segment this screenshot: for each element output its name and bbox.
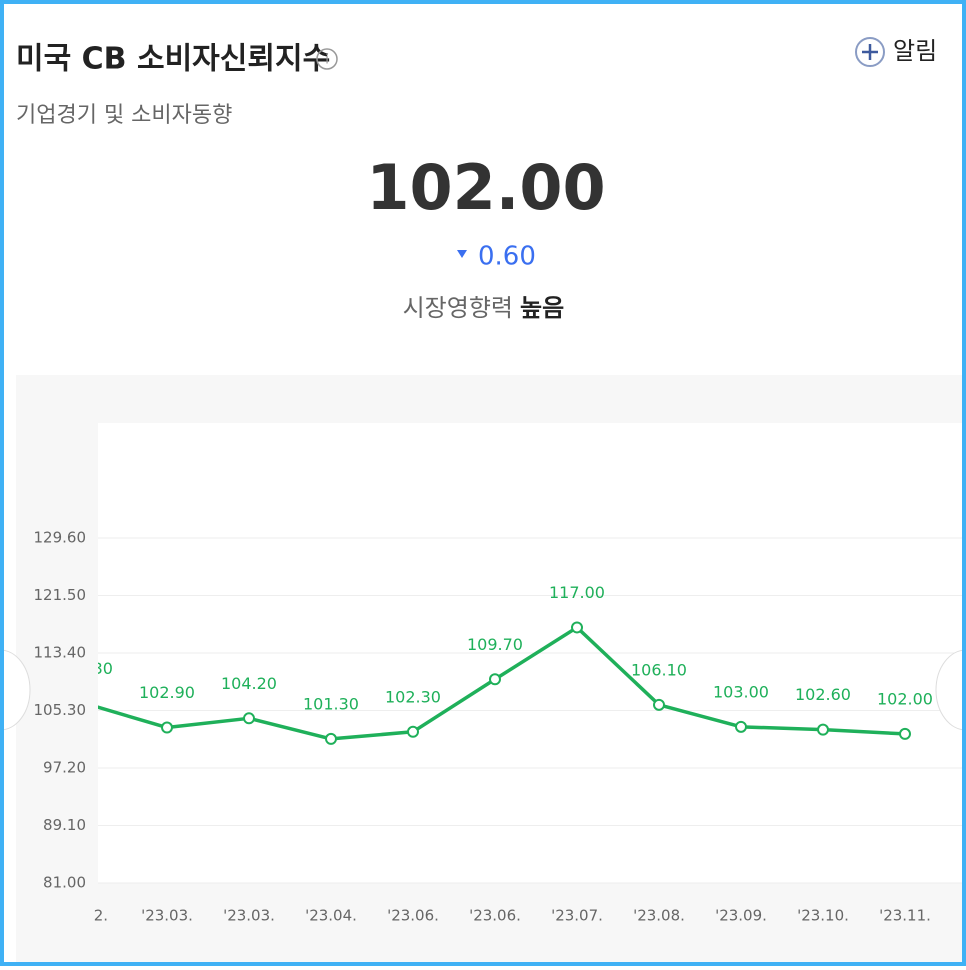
- point: [489, 673, 501, 686]
- data-label: 102.90: [139, 683, 195, 702]
- alert-icon[interactable]: [855, 37, 885, 67]
- chart: 81.00 89.10 97.20 105.30 113.40 121.50 129.60 1…: [34, 529, 962, 925]
- change-value: 0.60: [478, 242, 536, 272]
- x-tick-label: '23.07.: [551, 907, 603, 925]
- data-label: 102.00: [877, 689, 933, 708]
- x-tick-label: '23.11.: [879, 907, 931, 925]
- alert-button[interactable]: 알림: [893, 37, 937, 65]
- current-value: 102.00: [366, 151, 605, 224]
- x-tick-label: '23.06.: [469, 907, 521, 925]
- y-tick-label: 121.50: [34, 586, 87, 604]
- x-tick-label: '23.09.: [715, 907, 767, 925]
- x-tick-label: '23.03.: [223, 907, 275, 925]
- down-arrow: [457, 250, 467, 258]
- point: [571, 621, 583, 634]
- point: [407, 725, 419, 738]
- info-i: i: [325, 53, 329, 68]
- x-tick-label: '23.03.: [141, 907, 193, 925]
- point: [243, 712, 255, 725]
- point: [161, 721, 173, 734]
- data-label: 102.30: [385, 687, 441, 706]
- y-tick-label: 89.10: [43, 816, 86, 834]
- prev-button[interactable]: [0, 649, 31, 731]
- alert-plus: [862, 44, 878, 60]
- next-button[interactable]: [935, 649, 966, 731]
- data-label: 117.00: [549, 583, 605, 602]
- y-tick-label: 97.20: [43, 759, 86, 777]
- y-tick-label: 105.30: [34, 701, 87, 719]
- data-label: 103.00: [713, 682, 769, 701]
- impact-value: 높음: [520, 294, 564, 322]
- plot-clip: 106.30 102.90 104.20 101.30 102.30 109.70 117.…: [57, 583, 933, 745]
- x-tick-label: '23.06.: [387, 907, 439, 925]
- title: 미국 CB 소비자신뢰지수: [16, 42, 330, 77]
- y-tick-label: 129.60: [34, 529, 87, 547]
- point: [325, 732, 337, 745]
- point: [899, 727, 911, 740]
- data-label: 109.70: [467, 635, 523, 654]
- y-tick-label: 113.40: [34, 644, 87, 662]
- x-tick-label: '23.08.: [633, 907, 685, 925]
- data-label: 104.20: [221, 674, 277, 693]
- y-tick-label: 81.00: [43, 874, 86, 892]
- point: [735, 720, 747, 733]
- impact-label: 시장영향력: [403, 294, 513, 322]
- subtitle: 기업경기 및 소비자동향: [16, 103, 232, 128]
- data-label: 106.10: [631, 660, 687, 679]
- data-label: 101.30: [303, 694, 359, 713]
- x-tick-label: '23.04.: [305, 907, 357, 925]
- info-icon[interactable]: [316, 48, 338, 70]
- x-tick-label: 2.: [94, 907, 108, 925]
- data-label: 106.30: [57, 659, 113, 678]
- data-label: 102.60: [795, 685, 851, 704]
- x-tick-label: '23.10.: [797, 907, 849, 925]
- point: [653, 698, 665, 711]
- point: [817, 723, 829, 736]
